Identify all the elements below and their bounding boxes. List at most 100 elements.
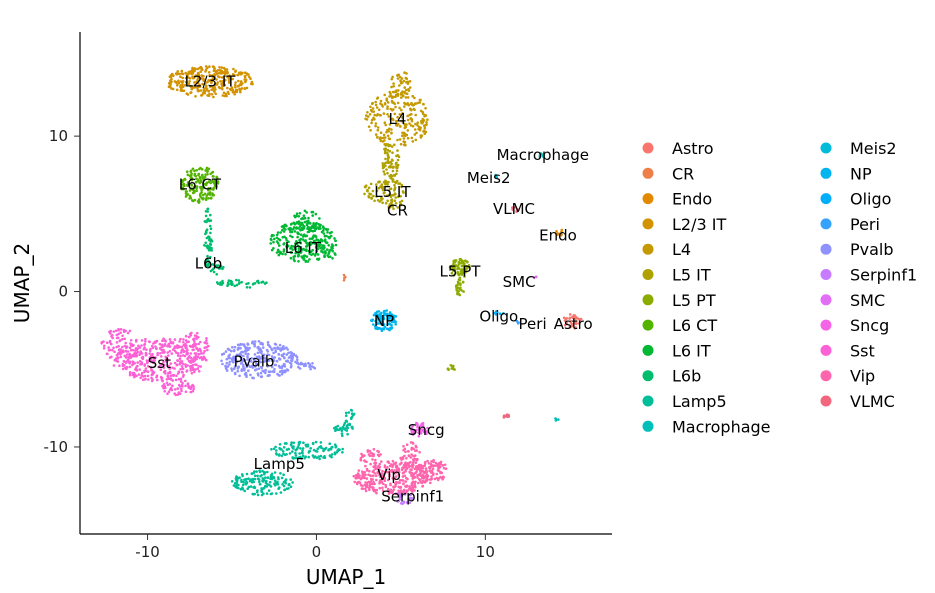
data-point xyxy=(108,341,112,344)
data-point xyxy=(399,82,403,85)
data-point xyxy=(419,134,423,137)
data-point xyxy=(212,69,216,72)
data-point xyxy=(394,202,398,205)
data-point xyxy=(256,474,259,478)
data-point xyxy=(406,136,410,140)
data-point xyxy=(374,122,378,125)
data-point xyxy=(246,356,249,359)
data-point xyxy=(374,327,377,330)
data-point xyxy=(124,355,128,359)
data-point xyxy=(184,363,187,367)
data-point xyxy=(276,480,279,484)
cluster-label: Pvalb xyxy=(234,353,275,371)
data-point xyxy=(138,368,141,371)
data-point xyxy=(281,483,284,486)
data-point xyxy=(369,129,372,132)
data-point xyxy=(169,340,172,344)
data-point xyxy=(126,359,129,362)
data-point xyxy=(330,453,334,456)
data-point xyxy=(131,344,135,348)
data-point xyxy=(198,356,202,360)
data-point xyxy=(380,460,383,463)
data-point xyxy=(290,251,293,255)
data-point xyxy=(221,362,224,366)
data-point xyxy=(205,358,208,362)
data-point xyxy=(190,183,193,187)
data-point xyxy=(453,259,457,262)
data-point xyxy=(202,75,205,78)
data-point xyxy=(316,247,320,251)
data-point xyxy=(457,267,461,270)
data-point xyxy=(266,476,270,480)
data-point xyxy=(384,467,388,471)
data-point xyxy=(383,121,387,124)
data-point xyxy=(330,245,333,249)
data-point xyxy=(129,348,133,352)
data-point xyxy=(198,84,201,87)
data-point xyxy=(411,124,415,128)
data-point xyxy=(200,188,203,192)
data-point xyxy=(411,485,415,488)
data-point xyxy=(297,215,301,218)
data-point xyxy=(103,344,106,348)
data-point xyxy=(398,481,402,485)
data-point xyxy=(253,340,257,343)
data-point xyxy=(138,346,142,349)
data-point xyxy=(243,87,247,90)
legend-item: VLMC xyxy=(820,392,895,411)
data-point xyxy=(422,425,425,428)
data-point xyxy=(165,381,169,385)
data-point xyxy=(194,95,197,98)
data-point xyxy=(107,346,110,349)
data-point xyxy=(179,367,182,371)
data-point xyxy=(217,85,221,89)
data-point xyxy=(220,66,224,69)
data-point xyxy=(126,331,130,335)
data-point xyxy=(284,252,287,256)
data-point xyxy=(146,365,150,368)
data-point xyxy=(186,364,189,367)
data-point xyxy=(235,360,239,364)
data-point xyxy=(272,447,276,451)
data-point xyxy=(323,238,327,241)
data-point xyxy=(423,481,427,484)
data-point xyxy=(314,212,318,216)
data-point xyxy=(462,263,466,266)
data-point xyxy=(298,367,302,370)
data-point xyxy=(206,210,209,213)
data-point xyxy=(294,354,298,358)
data-point xyxy=(392,315,396,318)
data-point xyxy=(411,466,414,469)
data-point xyxy=(300,255,304,258)
data-point xyxy=(297,227,301,230)
data-point xyxy=(410,446,414,450)
data-point xyxy=(181,371,184,374)
data-point xyxy=(383,325,387,329)
data-point xyxy=(368,469,371,473)
data-point xyxy=(189,390,193,394)
data-point xyxy=(208,219,211,223)
data-point xyxy=(260,281,263,284)
data-point xyxy=(119,355,123,359)
data-point xyxy=(296,244,300,248)
data-point xyxy=(383,93,387,97)
data-point xyxy=(313,226,317,229)
data-point xyxy=(233,284,236,288)
data-point xyxy=(418,450,421,454)
data-point xyxy=(517,321,520,324)
data-point xyxy=(161,351,164,354)
data-point xyxy=(175,374,178,378)
data-point xyxy=(193,84,196,87)
data-point xyxy=(150,344,154,348)
data-point xyxy=(265,281,268,285)
data-point xyxy=(388,193,391,196)
data-point xyxy=(401,457,405,460)
data-point xyxy=(189,85,192,88)
data-point xyxy=(367,186,371,190)
legend-label: Macrophage xyxy=(672,417,771,436)
data-point xyxy=(311,248,314,252)
data-point xyxy=(181,76,184,80)
data-point xyxy=(341,447,345,451)
data-point xyxy=(168,338,172,341)
data-point xyxy=(374,103,378,107)
